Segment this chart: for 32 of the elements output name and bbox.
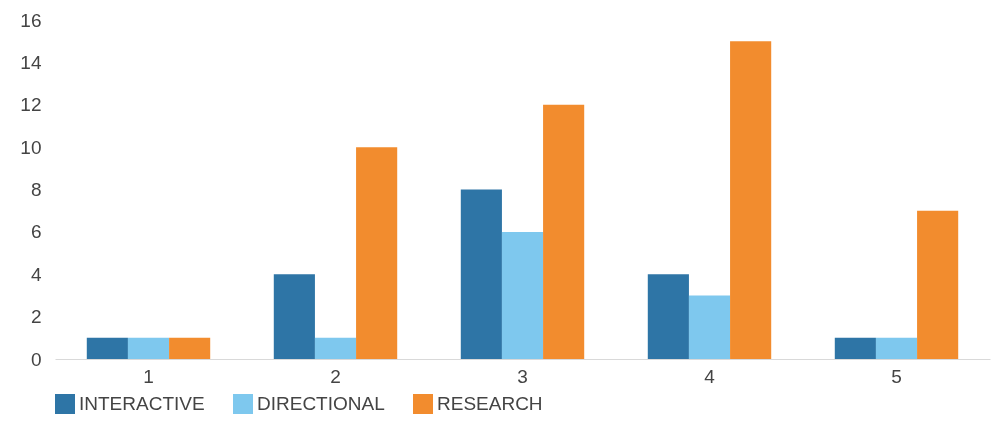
bar <box>730 41 772 359</box>
y-tick-label: 14 <box>20 51 42 73</box>
bar <box>834 337 876 359</box>
x-tick-label: 1 <box>143 365 154 387</box>
x-tick-label: 2 <box>330 365 341 387</box>
bar <box>917 210 959 359</box>
legend-label: DIRECTIONAL <box>257 393 385 414</box>
bar <box>647 274 689 359</box>
x-tick-label: 3 <box>517 365 528 387</box>
bar <box>875 337 918 359</box>
bar <box>356 147 398 359</box>
y-tick-label: 2 <box>30 306 42 328</box>
y-tick-label: 0 <box>30 348 42 370</box>
bar <box>688 295 731 359</box>
bar <box>273 274 315 359</box>
bar <box>501 231 544 359</box>
y-tick-label: 4 <box>30 263 42 285</box>
bar <box>543 104 585 359</box>
y-tick-label: 6 <box>30 221 42 243</box>
bar <box>169 337 211 359</box>
y-tick-label: 8 <box>30 179 42 200</box>
bar <box>314 337 357 359</box>
bar <box>86 337 128 359</box>
bar <box>460 189 502 359</box>
legend-label: RESEARCH <box>437 393 543 414</box>
x-tick-label: 5 <box>891 365 902 387</box>
bar <box>127 337 170 359</box>
x-tick-label: 4 <box>704 365 716 387</box>
y-tick-label: 10 <box>20 136 42 158</box>
y-tick-label: 16 <box>20 9 42 31</box>
legend-label: INTERACTIVE <box>79 393 205 414</box>
y-tick-label: 12 <box>20 94 42 116</box>
